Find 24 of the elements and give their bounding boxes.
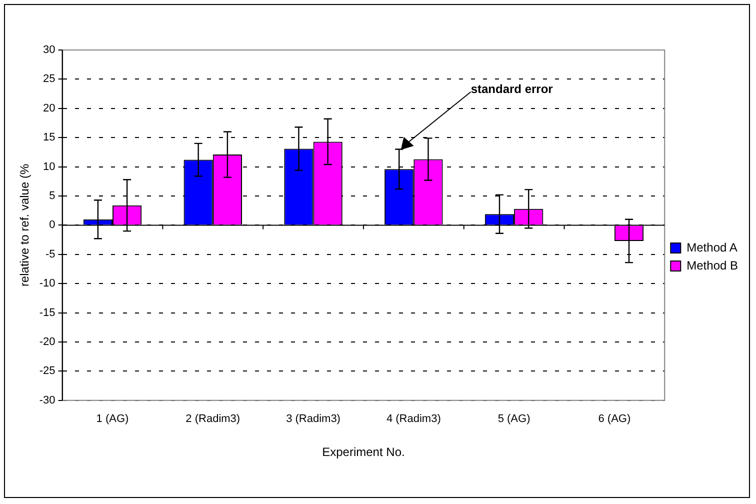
x-axis-title: Experiment No.: [322, 445, 405, 460]
y-tick-label: -25: [39, 365, 56, 378]
y-tick-label: 15: [43, 132, 56, 144]
y-tick-label: 10: [43, 160, 56, 173]
y-tick-label: 0: [49, 219, 56, 232]
x-tick-label: 3 (Radim3): [286, 413, 340, 426]
y-tick-label: 30: [43, 44, 56, 56]
x-tick-label: 6 (AG): [598, 413, 631, 426]
x-tick-label: 2 (Radim3): [186, 413, 240, 426]
y-tick-label: 20: [43, 102, 56, 114]
x-tick-label: 4 (Radim3): [386, 413, 441, 426]
y-tick-label: 25: [43, 73, 56, 86]
legend-label: Method B: [686, 258, 738, 272]
y-tick-label: -15: [39, 306, 56, 319]
y-tick-label: 5: [49, 190, 56, 202]
y-tick-label: -20: [39, 336, 56, 348]
x-tick-label: 1 (AG): [96, 413, 129, 426]
legend-label: Method A: [686, 240, 738, 254]
x-tick-label: 5 (AG): [498, 413, 530, 426]
annotation: standard error: [470, 82, 554, 96]
y-tick-label: -10: [39, 278, 56, 290]
y-tick-label: -30: [39, 394, 56, 406]
y-axis-title: relative to ref. value (%: [18, 164, 32, 287]
y-tick-label: -5: [46, 248, 56, 260]
